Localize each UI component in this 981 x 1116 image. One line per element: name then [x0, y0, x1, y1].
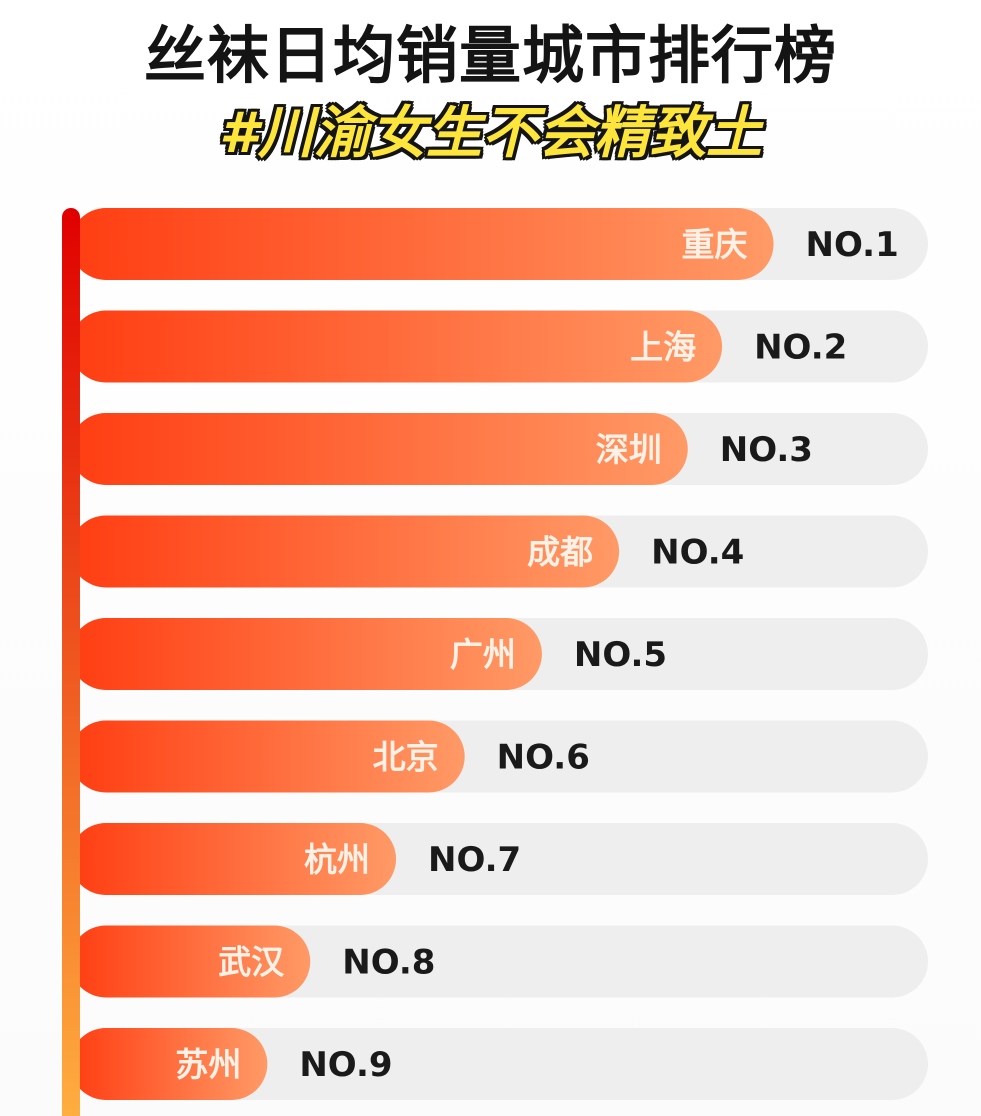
rank-label-5: NO.5 [574, 635, 667, 675]
city-label-2: 上海 [630, 328, 696, 367]
city-label-4: 成都 [527, 533, 593, 572]
city-label-5: 广州 [450, 635, 516, 674]
bar-8 [70, 925, 311, 998]
bar-1 [70, 208, 774, 280]
bar-6 [70, 720, 465, 793]
city-label-8: 武汉 [218, 943, 285, 982]
chart-axis-line [62, 208, 80, 1116]
city-label-6: 北京 [373, 738, 439, 777]
bar-5 [70, 618, 542, 690]
city-label-1: 重庆 [682, 225, 748, 264]
rank-label-4: NO.4 [651, 533, 744, 573]
city-label-9: 苏州 [175, 1045, 241, 1084]
bar-7 [70, 823, 397, 895]
bar-2 [70, 310, 723, 383]
page-subtitle: #川渝女生不会精致土 [219, 101, 762, 166]
rank-label-8: NO.8 [342, 943, 435, 983]
rank-label-1: NO.1 [806, 225, 899, 265]
city-label-7: 杭州 [304, 840, 370, 879]
bar-9 [70, 1028, 268, 1100]
rank-label-2: NO.2 [754, 328, 847, 368]
bar-4 [70, 515, 620, 588]
city-label-3: 深圳 [596, 430, 662, 469]
bar-track-9 [70, 1028, 928, 1100]
rank-label-3: NO.3 [720, 430, 813, 470]
rank-label-7: NO.7 [428, 840, 521, 880]
page-title: 丝袜日均销量城市排行榜 [143, 19, 837, 92]
bar-3 [70, 413, 688, 485]
rank-label-9: NO.9 [299, 1045, 392, 1085]
rank-label-6: NO.6 [497, 738, 590, 778]
